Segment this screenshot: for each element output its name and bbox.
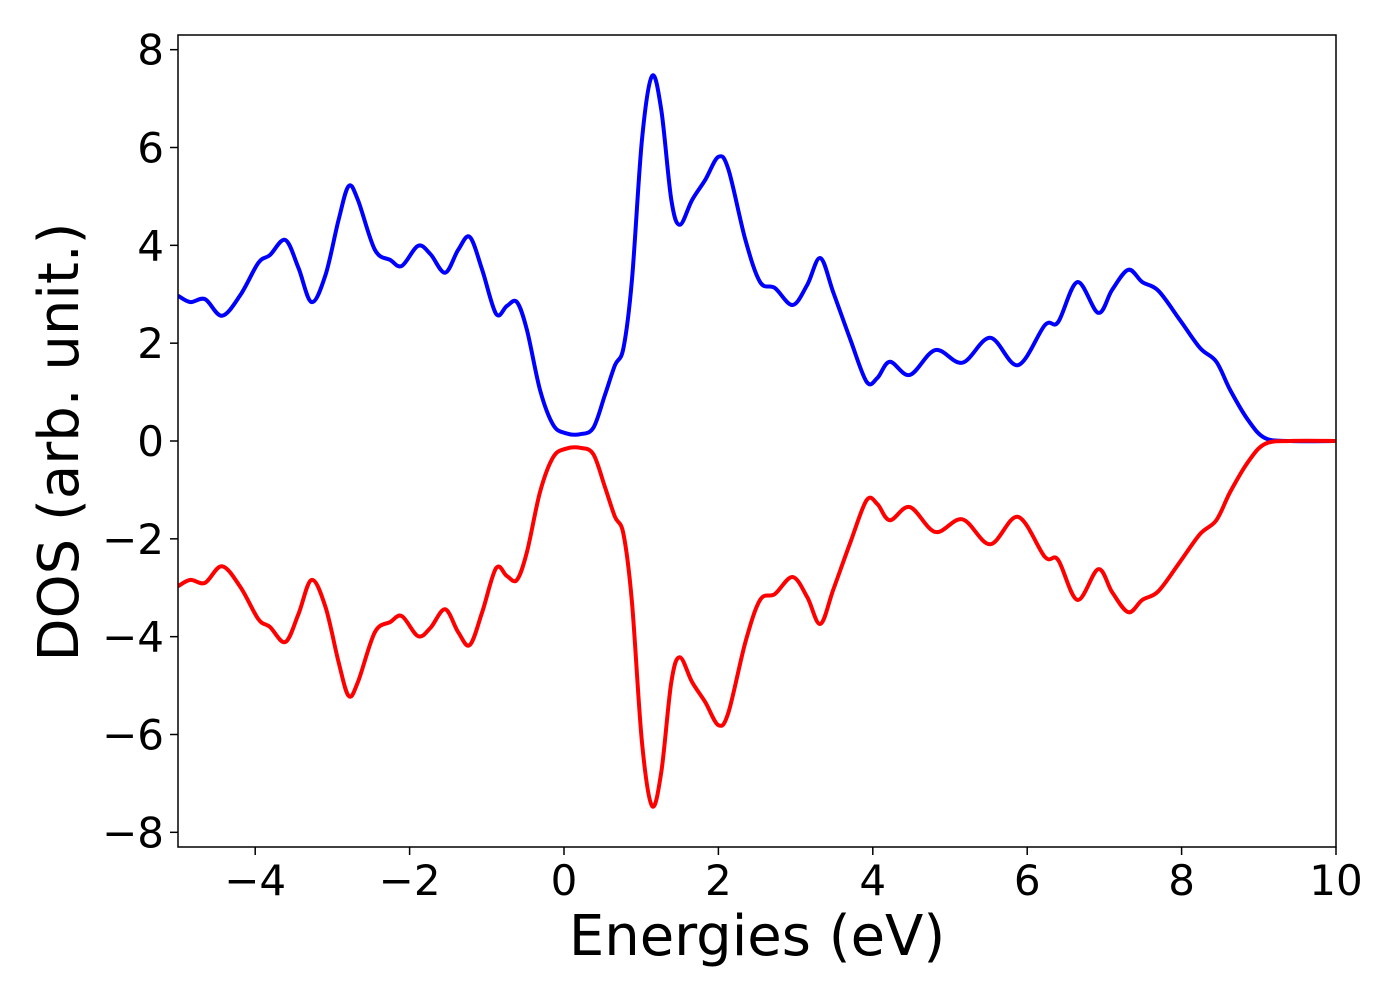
x-tick-label: 8 xyxy=(1168,856,1195,905)
y-tick-label: −4 xyxy=(102,613,164,662)
series-line xyxy=(178,438,1336,809)
x-tick-label: 10 xyxy=(1309,856,1362,905)
series-line xyxy=(178,73,1336,444)
x-axis-label: Energies (eV) xyxy=(569,904,945,969)
x-tick-label: 6 xyxy=(1014,856,1041,905)
x-tick-label: 0 xyxy=(551,856,578,905)
y-tick-label: −2 xyxy=(102,515,164,564)
x-tick-label: 2 xyxy=(705,856,732,905)
y-tick-label: 8 xyxy=(137,26,164,75)
y-tick-label: 2 xyxy=(137,319,164,368)
y-tick-label: −6 xyxy=(102,710,164,759)
plot-frame xyxy=(177,34,1337,848)
x-tick-label: −2 xyxy=(379,856,441,905)
y-tick-label: 4 xyxy=(137,221,164,270)
y-tick-label: −8 xyxy=(102,808,164,857)
y-tick-label: 6 xyxy=(137,124,164,173)
x-tick-label: 4 xyxy=(859,856,886,905)
y-tick-label: 0 xyxy=(137,417,164,466)
y-axis-label: DOS (arb. unit.) xyxy=(27,222,92,661)
x-tick-label: −4 xyxy=(224,856,286,905)
